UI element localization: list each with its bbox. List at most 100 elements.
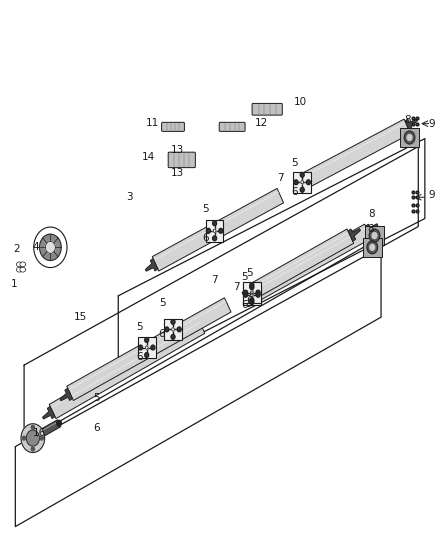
Circle shape [21,424,45,453]
Circle shape [145,337,148,342]
Circle shape [39,234,61,261]
Circle shape [213,221,216,225]
Circle shape [219,229,223,233]
Polygon shape [297,119,410,191]
Ellipse shape [16,267,22,272]
Text: 5: 5 [136,322,143,332]
Text: 7: 7 [211,276,218,285]
Circle shape [57,421,61,426]
Circle shape [250,298,254,303]
Circle shape [250,285,254,289]
Polygon shape [405,119,417,132]
Ellipse shape [20,262,25,266]
Text: 13: 13 [170,146,184,155]
FancyBboxPatch shape [219,122,245,131]
Text: 5: 5 [241,272,248,281]
Text: 6: 6 [291,187,298,197]
Circle shape [165,327,169,332]
Circle shape [171,335,175,340]
Text: 7: 7 [233,282,240,292]
Circle shape [244,290,247,295]
Text: 5: 5 [291,158,298,168]
Text: 2: 2 [13,244,20,254]
Circle shape [213,229,216,232]
Circle shape [250,300,254,305]
Circle shape [407,134,412,141]
Polygon shape [242,224,371,306]
Polygon shape [152,188,283,271]
FancyBboxPatch shape [162,122,184,131]
Circle shape [404,131,415,144]
Circle shape [145,353,148,358]
Circle shape [367,241,378,254]
Circle shape [40,436,43,440]
Circle shape [251,291,253,294]
Text: 6: 6 [241,300,248,310]
Circle shape [300,172,304,177]
Text: 9: 9 [428,119,435,128]
Circle shape [22,436,25,440]
Bar [138,337,155,358]
Polygon shape [365,224,378,237]
Text: 7: 7 [277,173,284,183]
Circle shape [26,430,39,446]
Polygon shape [42,420,61,435]
Circle shape [138,345,142,350]
Text: 8: 8 [367,224,374,234]
Circle shape [151,345,155,350]
Circle shape [294,180,298,184]
Ellipse shape [20,267,25,272]
Text: 6: 6 [136,352,143,362]
Circle shape [301,181,304,184]
Polygon shape [60,388,72,401]
Circle shape [172,328,174,331]
Polygon shape [145,259,158,271]
Polygon shape [42,406,55,419]
Bar [243,284,261,305]
Bar [243,282,261,303]
Bar [365,226,384,245]
Text: 5: 5 [246,268,253,278]
Text: 4: 4 [32,242,39,252]
Text: 6: 6 [93,423,100,433]
Text: 14: 14 [142,152,155,162]
Circle shape [300,188,304,192]
Text: 15: 15 [74,312,87,322]
Text: 13: 13 [170,168,184,178]
Text: 5: 5 [159,298,166,308]
Polygon shape [348,229,360,241]
Circle shape [177,327,181,332]
Circle shape [213,236,216,241]
Text: 1: 1 [11,279,18,288]
Polygon shape [49,319,205,418]
Text: 6: 6 [202,233,209,243]
Circle shape [369,229,380,242]
Bar [206,220,223,241]
Bar [293,172,311,193]
FancyBboxPatch shape [252,103,283,115]
Circle shape [307,180,311,184]
Bar [400,128,419,147]
Circle shape [171,319,175,324]
Circle shape [206,229,210,233]
Circle shape [31,425,35,429]
Text: 5: 5 [93,393,100,403]
Circle shape [31,447,35,451]
Text: 8: 8 [404,115,411,125]
FancyBboxPatch shape [168,152,195,167]
Circle shape [256,290,260,295]
Polygon shape [67,298,231,400]
Circle shape [372,232,377,238]
Text: 8: 8 [368,209,375,219]
Circle shape [251,293,253,296]
Circle shape [244,293,247,297]
Text: 6: 6 [246,296,253,306]
Text: 3: 3 [126,192,133,202]
Text: 6: 6 [159,329,166,338]
Circle shape [370,244,374,250]
Ellipse shape [16,262,22,266]
Polygon shape [246,229,354,300]
Bar [164,319,182,340]
Circle shape [256,293,260,297]
Circle shape [145,346,148,349]
